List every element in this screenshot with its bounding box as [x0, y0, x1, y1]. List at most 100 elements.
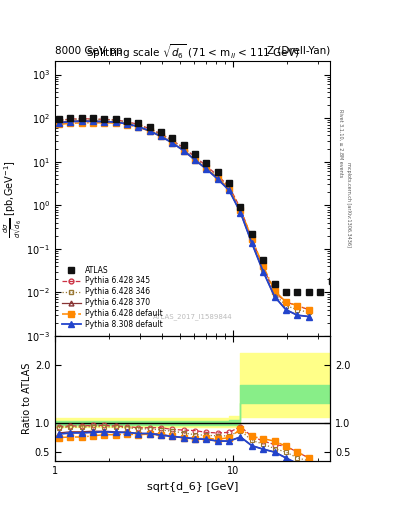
Pythia 6.428 345 [90, 116, 95, 122]
ATLAS [284, 289, 288, 295]
Pythia 6.428 default [272, 288, 277, 294]
Text: ATLAS_2017_I1589844: ATLAS_2017_I1589844 [153, 313, 232, 319]
Pythia 8.308 default [215, 176, 220, 182]
Pythia 6.428 370 [295, 312, 300, 318]
ATLAS [102, 115, 107, 121]
Pythia 6.428 370 [158, 133, 163, 139]
Line: Pythia 6.428 345: Pythia 6.428 345 [56, 116, 311, 312]
Pythia 8.308 default [125, 121, 129, 127]
Pythia 6.428 370 [238, 209, 243, 216]
Line: ATLAS: ATLAS [56, 115, 335, 295]
Text: Rivet 3.1.10, ≥ 2.8M events: Rivet 3.1.10, ≥ 2.8M events [338, 109, 343, 178]
Pythia 6.428 370 [181, 147, 186, 154]
Pythia 6.428 370 [147, 128, 152, 134]
Pythia 8.308 default [57, 120, 61, 126]
Pythia 6.428 346 [158, 132, 163, 138]
Y-axis label: Ratio to ATLAS: Ratio to ATLAS [22, 362, 32, 434]
Pythia 6.428 370 [261, 269, 266, 275]
Pythia 6.428 345 [136, 121, 141, 127]
Pythia 6.428 370 [193, 157, 197, 163]
Pythia 6.428 default [136, 124, 141, 130]
Pythia 8.308 default [261, 269, 266, 275]
Pythia 8.308 default [227, 187, 231, 194]
Pythia 6.428 default [113, 120, 118, 126]
Pythia 6.428 346 [102, 117, 107, 123]
Pythia 6.428 default [68, 120, 73, 126]
ATLAS [204, 160, 209, 166]
ATLAS [250, 231, 254, 237]
Pythia 6.428 345 [57, 117, 61, 123]
Pythia 6.428 370 [170, 140, 174, 146]
ATLAS [227, 180, 231, 186]
Pythia 6.428 370 [250, 240, 254, 246]
Pythia 6.428 370 [68, 118, 73, 124]
Pythia 6.428 346 [57, 117, 61, 123]
Title: Splitting scale $\sqrt{d_6}$ (71 < m$_{ll}$ < 111 GeV): Splitting scale $\sqrt{d_6}$ (71 < m$_{l… [86, 42, 299, 61]
Pythia 6.428 345 [170, 137, 174, 143]
ATLAS [215, 169, 220, 175]
ATLAS [307, 289, 311, 295]
Pythia 6.428 346 [261, 266, 266, 272]
Pythia 6.428 346 [113, 117, 118, 123]
Pythia 6.428 346 [227, 185, 231, 191]
ATLAS [261, 257, 266, 263]
ATLAS [318, 289, 323, 295]
Pythia 6.428 346 [250, 238, 254, 244]
Pythia 8.308 default [90, 118, 95, 124]
Pythia 8.308 default [284, 307, 288, 313]
ATLAS [90, 115, 95, 121]
Pythia 8.308 default [113, 119, 118, 125]
Pythia 8.308 default [170, 140, 174, 146]
Pythia 6.428 370 [102, 118, 107, 124]
Pythia 6.428 default [57, 121, 61, 127]
ATLAS [295, 289, 300, 295]
Pythia 6.428 346 [272, 291, 277, 297]
Y-axis label: $\frac{d\sigma}{d\sqrt{d_6}}$ [pb,GeV$^{-1}$]: $\frac{d\sigma}{d\sqrt{d_6}}$ [pb,GeV$^{… [2, 160, 25, 238]
Pythia 8.308 default [136, 123, 141, 130]
Pythia 6.428 default [250, 236, 254, 242]
Pythia 6.428 default [158, 133, 163, 139]
Pythia 6.428 default [284, 299, 288, 305]
X-axis label: sqrt{d_6} [GeV]: sqrt{d_6} [GeV] [147, 481, 238, 492]
Pythia 6.428 default [125, 121, 129, 127]
Pythia 8.308 default [295, 312, 300, 318]
Pythia 6.428 370 [113, 119, 118, 125]
Pythia 6.428 346 [136, 122, 141, 128]
Pythia 6.428 346 [68, 116, 73, 122]
Pythia 6.428 346 [238, 207, 243, 213]
Pythia 6.428 346 [90, 116, 95, 122]
Text: Z (Drell-Yan): Z (Drell-Yan) [267, 46, 330, 56]
Pythia 6.428 default [215, 175, 220, 181]
ATLAS [79, 115, 84, 121]
Pythia 8.308 default [79, 118, 84, 124]
Pythia 6.428 346 [125, 119, 129, 125]
Pythia 6.428 370 [272, 293, 277, 300]
Pythia 8.308 default [193, 157, 197, 163]
Pythia 6.428 370 [204, 166, 209, 172]
Pythia 6.428 370 [307, 313, 311, 319]
Pythia 6.428 345 [181, 144, 186, 151]
ATLAS [193, 151, 197, 157]
Pythia 6.428 345 [113, 117, 118, 123]
Text: mcplots.cern.ch [arXiv:1306.3436]: mcplots.cern.ch [arXiv:1306.3436] [346, 162, 351, 247]
Pythia 8.308 default [181, 147, 186, 154]
Pythia 6.428 default [295, 303, 300, 309]
Pythia 6.428 345 [284, 299, 288, 305]
Pythia 6.428 345 [193, 154, 197, 160]
ATLAS [238, 204, 243, 210]
Text: 8000 GeV pp: 8000 GeV pp [55, 46, 123, 56]
Pythia 6.428 345 [238, 205, 243, 211]
Pythia 6.428 345 [158, 131, 163, 137]
Pythia 6.428 345 [215, 173, 220, 179]
Line: Pythia 6.428 default: Pythia 6.428 default [56, 120, 312, 312]
Pythia 6.428 345 [227, 183, 231, 189]
Pythia 6.428 346 [307, 309, 311, 315]
Legend: ATLAS, Pythia 6.428 345, Pythia 6.428 346, Pythia 6.428 370, Pythia 6.428 defaul: ATLAS, Pythia 6.428 345, Pythia 6.428 34… [59, 263, 165, 332]
ATLAS [136, 120, 141, 126]
ATLAS [272, 281, 277, 287]
Pythia 6.428 346 [193, 155, 197, 161]
Pythia 6.428 345 [68, 116, 73, 122]
ATLAS [329, 278, 334, 284]
Pythia 8.308 default [250, 240, 254, 246]
Pythia 8.308 default [68, 119, 73, 125]
